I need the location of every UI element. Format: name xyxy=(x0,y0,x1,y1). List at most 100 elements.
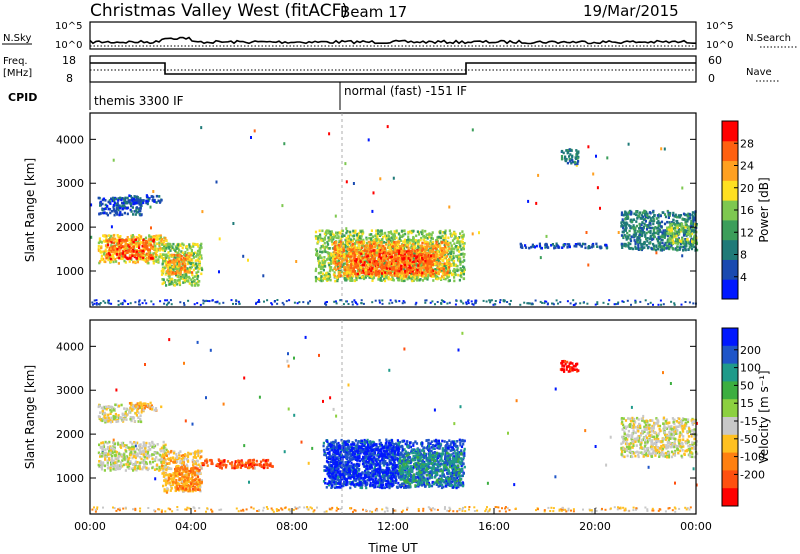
heatmap-cell xyxy=(387,277,390,281)
heatmap-cell xyxy=(416,268,419,272)
scatter-cell xyxy=(218,302,221,305)
heatmap-cell xyxy=(363,261,366,264)
heatmap-cell xyxy=(175,247,178,250)
heatmap-cell xyxy=(631,226,634,229)
heatmap-cell xyxy=(409,256,412,259)
heatmap-cell xyxy=(117,208,120,212)
heatmap-cell xyxy=(385,243,388,246)
heatmap-cell xyxy=(667,234,670,238)
heatmap-cell xyxy=(332,253,335,256)
heatmap-cell xyxy=(188,258,191,261)
scatter-cell xyxy=(429,301,432,304)
heatmap-cell xyxy=(655,237,659,241)
heatmap-cell xyxy=(432,256,435,260)
heatmap-cell xyxy=(195,255,198,258)
heatmap-cell xyxy=(133,260,136,264)
heatmap-cell xyxy=(439,231,442,235)
heatmap-cell xyxy=(121,252,124,255)
heatmap-cell xyxy=(445,266,448,270)
heatmap-cell xyxy=(338,239,341,243)
heatmap-cell xyxy=(387,269,390,272)
heatmap-cell xyxy=(186,248,189,251)
heatmap-cell xyxy=(461,240,464,244)
heatmap-cell xyxy=(426,242,429,246)
echo-cell xyxy=(617,231,620,234)
heatmap-cell xyxy=(148,256,151,259)
heatmap-cell xyxy=(176,245,179,248)
heatmap-cell xyxy=(646,240,649,243)
nave-tick-top: 60 xyxy=(708,54,722,67)
heatmap-cell xyxy=(384,231,387,235)
heatmap-cell xyxy=(418,248,421,251)
heatmap-cell xyxy=(670,224,673,228)
heatmap-cell xyxy=(383,266,386,270)
heatmap-cell xyxy=(161,247,164,250)
heatmap-cell xyxy=(636,230,639,233)
heatmap-cell xyxy=(129,247,132,250)
heatmap-cell xyxy=(122,201,125,205)
scatter-cell xyxy=(544,300,547,303)
heatmap-cell xyxy=(346,261,349,265)
heatmap-cell xyxy=(443,243,446,247)
heatmap-cell xyxy=(340,257,343,261)
heatmap-cell xyxy=(355,250,358,253)
heatmap-cell xyxy=(374,264,377,268)
heatmap-cell xyxy=(334,264,337,267)
heatmap-cell xyxy=(121,213,124,216)
heatmap-cell xyxy=(625,238,628,241)
heatmap-cell xyxy=(104,207,107,210)
heatmap-cell xyxy=(429,249,432,252)
heatmap-cell xyxy=(319,271,322,275)
heatmap-cell xyxy=(175,273,178,277)
echo-cell xyxy=(232,222,235,225)
nsky-trace xyxy=(89,36,696,45)
heatmap-cell xyxy=(455,255,458,259)
heatmap-cell xyxy=(431,275,434,278)
heatmap-cell xyxy=(429,269,432,272)
heatmap-cell xyxy=(184,273,188,276)
heatmap-cell xyxy=(385,237,388,240)
heatmap-cell xyxy=(365,272,368,275)
heatmap-cell xyxy=(109,250,112,254)
heatmap-cell xyxy=(132,213,135,216)
heatmap-cell xyxy=(198,255,201,259)
heatmap-cell xyxy=(652,230,655,233)
scatter-cell xyxy=(403,301,406,304)
heatmap-cell xyxy=(637,248,641,251)
heatmap-cell xyxy=(661,238,664,242)
heatmap-cell xyxy=(326,243,330,246)
heatmap-cell xyxy=(163,253,166,257)
heatmap-cell xyxy=(132,202,135,206)
heatmap-cell xyxy=(684,213,687,217)
heatmap-cell xyxy=(453,231,456,234)
heatmap-cell xyxy=(655,226,659,230)
heatmap-cell xyxy=(401,235,404,239)
heatmap-cell xyxy=(352,243,355,246)
heatmap-cell xyxy=(349,230,352,234)
scatter-cell xyxy=(150,300,153,303)
scatter-cell xyxy=(214,301,217,304)
heatmap-cell xyxy=(691,225,694,228)
heatmap-cell xyxy=(105,254,108,258)
heatmap-cell xyxy=(444,236,447,240)
scatter-cell xyxy=(121,303,124,306)
heatmap-cell xyxy=(420,249,424,252)
heatmap-cell xyxy=(112,250,115,254)
heatmap-cell xyxy=(621,246,624,249)
heatmap-cell xyxy=(338,261,341,265)
heatmap-cell xyxy=(450,258,453,262)
heatmap-cell xyxy=(458,240,461,243)
heatmap-cell xyxy=(194,259,197,262)
heatmap-cell xyxy=(99,251,103,254)
heatmap-cell xyxy=(146,195,149,199)
heatmap-cell xyxy=(375,229,378,233)
heatmap-cell xyxy=(378,260,381,263)
heatmap-cell xyxy=(413,266,416,270)
heatmap-cell xyxy=(393,242,396,245)
heatmap-cell xyxy=(155,260,158,263)
scatter-cell xyxy=(107,301,110,304)
heatmap-cell xyxy=(428,245,431,248)
heatmap-cell xyxy=(325,271,328,275)
heatmap-cell xyxy=(656,239,659,243)
heatmap-cell xyxy=(179,270,182,274)
